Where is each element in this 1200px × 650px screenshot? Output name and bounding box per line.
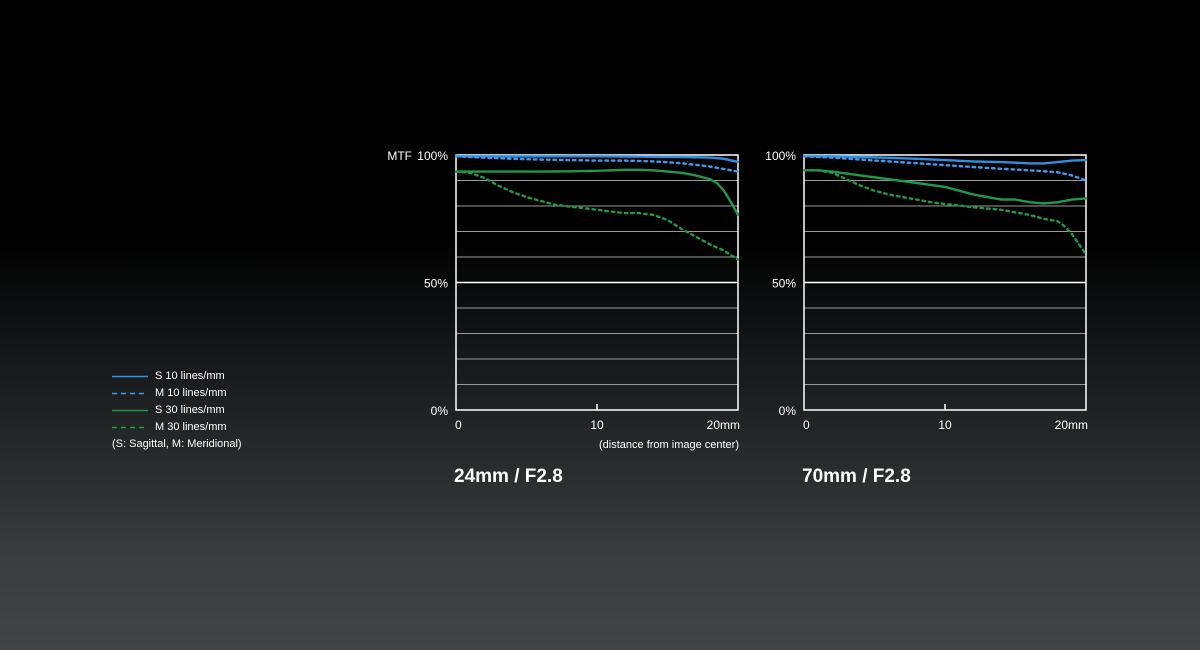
legend-label-m30: M 30 lines/mm xyxy=(155,421,227,433)
legend-label-s10: S 10 lines/mm xyxy=(155,370,225,382)
y-tick-label-70mm-1: 50% xyxy=(772,277,796,291)
series-line-70mm-1 xyxy=(802,155,1088,182)
series-line-70mm-2 xyxy=(802,169,1088,205)
y-tick-label-70mm-2: 100% xyxy=(765,149,796,163)
series-line-70mm-3 xyxy=(802,169,1088,256)
series-line-70mm-0 xyxy=(802,155,1088,165)
y-tick-label-24mm-2: 100% xyxy=(417,149,448,163)
legend-label-s30: S 30 lines/mm xyxy=(155,404,225,416)
x-tick-label-70mm-1: 10 xyxy=(938,418,952,432)
x-tick-label-70mm-2: 20mm xyxy=(1055,418,1088,432)
legend-swatch-m30 xyxy=(112,426,148,429)
chart-title-24mm: 24mm / F2.8 xyxy=(454,466,563,487)
y-tick-label-24mm-0: 0% xyxy=(431,404,449,418)
legend-item-m30: M 30 lines/mm xyxy=(112,419,242,436)
y-tick-label-24mm-1: 50% xyxy=(424,277,448,291)
x-tick-label-24mm-2: 20mm xyxy=(707,418,740,432)
legend-label-m10: M 10 lines/mm xyxy=(155,387,227,399)
legend-swatch-s30 xyxy=(112,409,148,412)
x-axis-label-24mm: (distance from image center) xyxy=(599,439,739,451)
x-tick-label-70mm-0: 0 xyxy=(803,418,810,432)
x-tick-label-24mm-0: 0 xyxy=(455,418,462,432)
legend-note: (S: Sagittal, M: Meridional) xyxy=(112,438,242,450)
y-axis-label-24mm: MTF xyxy=(387,149,412,163)
series-line-24mm-0 xyxy=(454,155,740,164)
y-tick-label-70mm-0: 0% xyxy=(779,404,797,418)
series-line-24mm-2 xyxy=(454,168,740,217)
chart-title-70mm: 70mm / F2.8 xyxy=(802,466,911,487)
x-tick-label-24mm-1: 10 xyxy=(590,418,604,432)
legend-item-s10: S 10 lines/mm xyxy=(112,368,242,385)
legend: S 10 lines/mm M 10 lines/mm S 30 lines/m… xyxy=(112,368,242,453)
series-line-24mm-1 xyxy=(454,155,740,173)
legend-swatch-m10 xyxy=(112,392,148,395)
legend-swatch-s10 xyxy=(112,375,148,378)
legend-item-m10: M 10 lines/mm xyxy=(112,385,242,402)
legend-item-s30: S 30 lines/mm xyxy=(112,402,242,419)
series-line-24mm-3 xyxy=(454,170,740,261)
